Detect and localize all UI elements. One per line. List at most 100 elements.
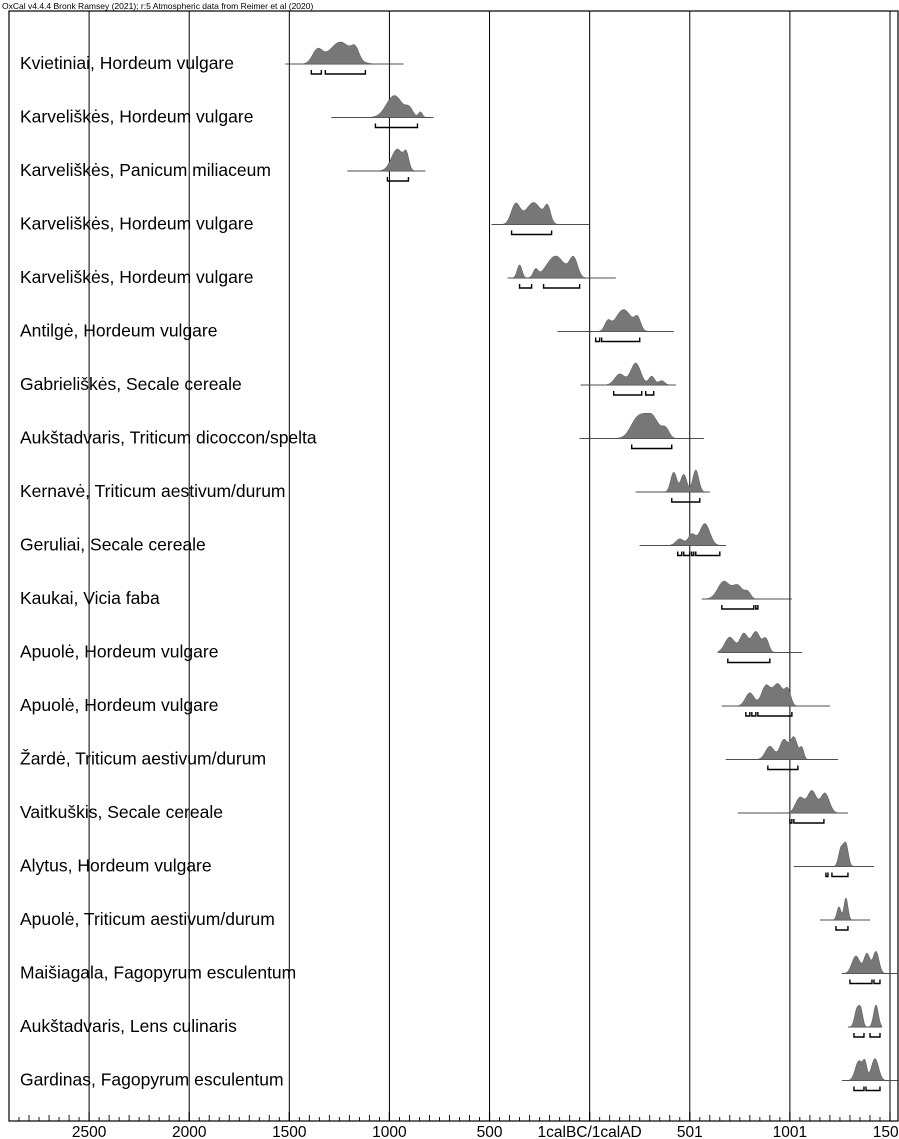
sample-row-19: Gardinas, Fagopyrum esculentum [20,1058,899,1092]
hpd-range-bracket-0 [386,177,410,182]
probability-distribution [331,95,434,118]
x-tick-label-7: 1001 [773,1124,807,1139]
sample-distributions: Kvietiniai, Hordeum vulgare Karveliškės, … [20,41,899,1092]
probability-distribution [580,362,676,386]
hpd-range-bracket-1 [751,712,757,717]
sample-row-13: Žardė, Triticum aestivum/durum [20,736,838,771]
sample-label: Karveliškės, Panicum miliaceum [20,160,271,180]
sample-label: Apuolė, Hordeum vulgare [20,695,218,715]
sample-row-4: Karveliškės, Hordeum vulgare [20,255,616,289]
x-tick-label-4: 500 [477,1124,503,1139]
sample-label: Apuolė, Triticum aestivum/durum [20,909,275,929]
hpd-range-bracket-0 [677,551,683,557]
x-tick-label-8: 1501 [873,1124,899,1139]
sample-label: Žardė, Triticum aestivum/durum [20,749,266,769]
hpd-range-bracket-0 [727,658,771,664]
hpd-range-bracket-1 [600,337,641,343]
hpd-range-bracket-0 [721,605,755,610]
hpd-range-bracket-0 [745,712,751,717]
hpd-range-bracket-0 [310,70,323,75]
sample-row-9: Geruliai, Secale cereale [20,523,726,557]
sample-label: Maišiagala, Fagopyrum esculentum [20,963,296,983]
hpd-range-bracket-1 [865,1086,881,1092]
sample-label: Gardinas, Fagopyrum esculentum [20,1070,284,1090]
probability-distribution [819,897,870,921]
probability-distribution [725,736,838,760]
sample-label: Vaitkuškis, Secale cereale [20,802,223,822]
probability-distribution [491,202,590,225]
sample-label: Kvietiniai, Hordeum vulgare [20,53,234,73]
hpd-range-bracket-0 [825,872,829,878]
hpd-range-bracket-1 [755,605,759,610]
sample-row-17: Maišiagala, Fagopyrum esculentum [20,951,898,985]
probability-distribution [841,951,898,974]
hpd-range-bracket-1 [869,1033,881,1038]
probability-distribution [847,1004,883,1028]
sample-label: Kaukai, Vicia faba [20,588,160,608]
hpd-range-bracket-0 [631,444,673,450]
hpd-range-bracket-0 [849,979,873,985]
probability-distribution [721,683,830,707]
sample-row-3: Karveliškės, Hordeum vulgare [20,202,590,236]
probability-distribution [639,523,726,546]
probability-distribution [347,148,426,172]
sample-row-15: Alytus, Hordeum vulgare [20,841,874,878]
sample-row-18: Aukštadvaris, Lens culinaris [20,1004,883,1038]
hpd-range-bracket-0 [594,337,601,343]
probability-distribution [635,469,710,493]
hpd-range-bracket-0 [835,926,849,931]
hpd-range-bracket-0 [853,1033,865,1038]
sample-row-1: Karveliškės, Hordeum vulgare [20,95,434,129]
hpd-range-bracket-1 [542,284,581,289]
hpd-range-bracket-0 [789,819,793,824]
probability-distribution [717,631,802,653]
sample-label: Aukštadvaris, Lens culinaris [20,1016,237,1036]
sample-label: Antilgė, Hordeum vulgare [20,321,217,341]
hpd-range-bracket-0 [518,284,533,289]
sample-row-11: Apuolė, Hordeum vulgare [20,631,802,664]
sample-row-16: Apuolė, Triticum aestivum/durum [20,897,870,931]
x-tick-label-5: 1calBC/1calAD [538,1124,642,1139]
hpd-range-bracket-0 [767,765,799,771]
sample-row-5: Antilgė, Hordeum vulgare [20,309,674,343]
probability-distribution [557,309,674,332]
hpd-range-bracket-3 [695,551,721,557]
probability-distribution [285,41,404,65]
sample-label: Aukštadvaris, Triticum dicoccon/spelta [20,428,317,448]
hpd-range-bracket-0 [374,123,419,129]
sample-label: Karveliškės, Hordeum vulgare [20,214,253,234]
x-tick-label-6: 501 [677,1124,703,1139]
x-axis: 2500 2000 1500 1000 500 1calBC/1calAD 501 1001 1… [8,1112,899,1139]
sample-row-0: Kvietiniai, Hordeum vulgare [20,41,404,75]
hpd-range-bracket-1 [831,872,849,878]
sample-label: Gabrieliškės, Secale cereale [20,374,242,394]
hpd-range-bracket-2 [691,551,695,557]
hpd-range-bracket-0 [510,230,553,236]
sample-label: Karveliškės, Hordeum vulgare [20,107,253,127]
probability-distribution [507,255,616,279]
sample-row-10: Kaukai, Vicia faba [20,580,792,610]
probability-distribution [579,412,704,439]
hpd-range-bracket-1 [683,551,691,557]
plot-frame [8,10,899,1122]
hpd-range-bracket-0 [612,391,643,396]
sample-row-7: Aukštadvaris, Triticum dicoccon/spelta [20,412,704,450]
sample-label: Apuolė, Hordeum vulgare [20,642,218,662]
probability-distribution [737,790,848,814]
sample-row-12: Apuolė, Hordeum vulgare [20,683,830,717]
x-tick-label-1: 2000 [172,1124,207,1139]
hpd-range-bracket-0 [671,498,701,503]
x-tick-label-0: 2500 [72,1124,107,1139]
hpd-range-bracket-2 [757,712,793,717]
hpd-range-bracket-1 [793,819,825,824]
probability-distribution [793,841,874,867]
chart-caption: OxCal v4.4.4 Bronk Ramsey (2021); r:5 At… [2,1,313,11]
sample-row-6: Gabrieliškės, Secale cereale [20,362,676,396]
hpd-range-bracket-1 [324,70,367,75]
sample-row-2: Karveliškės, Panicum miliaceum [20,148,426,182]
x-tick-label-2: 1500 [272,1124,307,1139]
probability-distribution [701,580,792,600]
grid-lines [88,11,891,1121]
